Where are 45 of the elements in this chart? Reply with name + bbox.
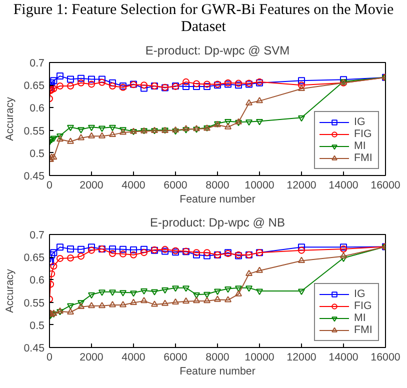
x-tick-label: 0 [46, 352, 53, 364]
y-tick-label: 0.55 [24, 125, 45, 138]
y-axis-title: Accuracy [4, 268, 16, 313]
legend-label: MI [354, 140, 367, 152]
legend-label: FIG [354, 128, 373, 140]
y-tick-label: 0.5 [30, 148, 45, 160]
y-tick-label: 0.7 [30, 58, 45, 70]
caption: Figure 1: Feature Selection for GWR-Bi Features on the Movie Dataset [12, 2, 395, 36]
y-tick-label: 0.45 [24, 170, 45, 182]
legend-label: FMI [354, 324, 374, 336]
x-tick-label: 10000 [244, 180, 274, 192]
x-tick-label: 8000 [206, 180, 230, 192]
y-tick-label: 0.5 [30, 320, 45, 332]
x-tick-label: 6000 [164, 352, 188, 364]
x-tick-label: 14000 [328, 352, 358, 364]
y-axis-title: Accuracy [4, 96, 16, 141]
x-tick-label: 12000 [286, 352, 316, 364]
x-tick-label: 14000 [328, 180, 358, 192]
x-tick-label: 16000 [370, 352, 400, 364]
chart-title: E-product: Dp-wpc @ SVM [145, 44, 290, 58]
x-tick-label: 4000 [122, 180, 146, 192]
x-axis-title: Feature number [180, 366, 256, 378]
x-tick-label: 2000 [80, 180, 104, 192]
legend-label: IG [354, 288, 366, 300]
y-tick-label: 0.6 [30, 102, 45, 115]
x-tick-label: 0 [46, 180, 53, 192]
x-tick-label: 6000 [164, 180, 188, 192]
y-tick-label: 0.6 [30, 274, 45, 287]
x-tick-label: 10000 [244, 352, 274, 364]
chart-title: E-product: Dp-wpc @ NB [150, 216, 285, 230]
x-tick-label: 4000 [122, 352, 146, 364]
y-tick-label: 0.45 [24, 342, 45, 354]
legend-label: FIG [354, 300, 373, 312]
legend-label: IG [354, 116, 366, 128]
y-tick-label: 0.65 [24, 80, 45, 92]
x-tick-label: 2000 [80, 352, 104, 364]
x-tick-label: 16000 [370, 180, 400, 192]
y-tick-label: 0.55 [24, 297, 45, 310]
x-tick-label: 12000 [286, 180, 316, 192]
y-tick-label: 0.7 [30, 230, 45, 242]
legend-label: MI [354, 312, 367, 324]
x-tick-label: 8000 [206, 352, 230, 364]
y-tick-label: 0.65 [24, 252, 45, 264]
x-axis-title: Feature number [180, 194, 256, 206]
legend-label: FMI [354, 152, 374, 164]
